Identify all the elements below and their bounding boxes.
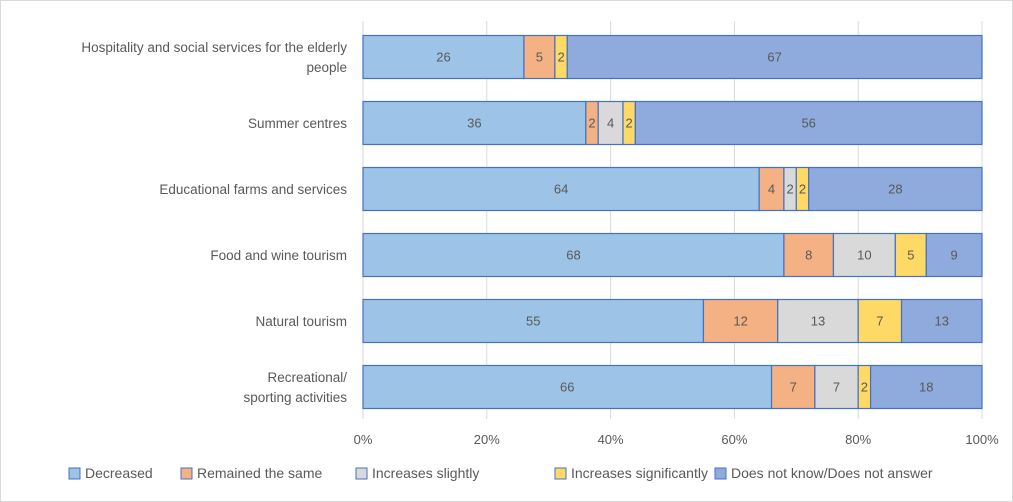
legend-item: Increases significantly xyxy=(554,465,708,481)
legend-label: Remained the same xyxy=(197,465,323,481)
bar-segment xyxy=(777,298,859,344)
category-label: Hospitality and social services for the … xyxy=(81,40,347,55)
x-axis-ticks: 0% 20% 40% 60% 80% 100% xyxy=(354,432,999,447)
bar-segment xyxy=(566,34,983,80)
data-label: 36 xyxy=(467,116,481,131)
data-label: 10 xyxy=(857,248,871,263)
legend-label: Does not know/Does not answer xyxy=(731,465,933,481)
data-label: 56 xyxy=(801,116,815,131)
legend-swatch xyxy=(714,467,727,480)
data-label: 64 xyxy=(554,182,568,197)
data-label: 7 xyxy=(833,380,840,395)
category-label: Food and wine tourism xyxy=(210,248,347,263)
legend-label: Increases slightly xyxy=(372,465,479,481)
bar-segment xyxy=(925,232,983,278)
data-label: 26 xyxy=(436,50,450,65)
legend-item: Increases slightly xyxy=(355,465,479,481)
bar-segment xyxy=(362,232,785,278)
gridlines xyxy=(362,21,983,419)
bar-segment xyxy=(702,298,779,344)
legend-item: Does not know/Does not answer xyxy=(714,465,933,481)
x-tick-label: 20% xyxy=(474,432,500,447)
bar-segment xyxy=(770,364,816,410)
bar-segment xyxy=(362,364,773,410)
data-label: 9 xyxy=(951,248,958,263)
x-tick-label: 100% xyxy=(965,432,999,447)
x-tick-label: 40% xyxy=(598,432,624,447)
data-label: 66 xyxy=(560,380,574,395)
data-label: 12 xyxy=(733,314,747,329)
data-label: 2 xyxy=(626,116,633,131)
bar-segment xyxy=(894,232,927,278)
data-label: 68 xyxy=(566,248,580,263)
category-label: Summer centres xyxy=(248,116,347,131)
data-label: 5 xyxy=(536,50,543,65)
bar-segment xyxy=(832,232,896,278)
data-label: 28 xyxy=(888,182,902,197)
bar-segment xyxy=(597,100,624,146)
legend-label: Increases significantly xyxy=(571,465,708,481)
category-labels: Hospitality and social services for the … xyxy=(81,40,347,405)
legend-item: Decreased xyxy=(68,465,153,481)
data-label: 8 xyxy=(805,248,812,263)
data-label: 2 xyxy=(861,380,868,395)
data-label: 4 xyxy=(607,116,614,131)
data-label: 2 xyxy=(799,182,806,197)
bar-segment xyxy=(362,34,525,80)
bar-segment xyxy=(869,364,983,410)
category-label: Recreational/ xyxy=(267,370,347,385)
category-label: sporting activities xyxy=(243,390,347,405)
legend-swatch xyxy=(68,467,81,480)
bar-segment xyxy=(362,298,705,344)
x-tick-label: 80% xyxy=(845,432,871,447)
bar-segment xyxy=(900,298,983,344)
data-label: 55 xyxy=(526,314,540,329)
legend: Decreased Remained the same Increases slig… xyxy=(68,465,933,481)
data-label: 13 xyxy=(811,314,825,329)
data-label: 7 xyxy=(790,380,797,395)
bar-segment xyxy=(362,100,587,146)
data-label: 4 xyxy=(768,182,775,197)
legend-swatch xyxy=(355,467,368,480)
bar-segment xyxy=(634,100,983,146)
data-label: 2 xyxy=(588,116,595,131)
data-label: 18 xyxy=(919,380,933,395)
x-tick-label: 0% xyxy=(354,432,373,447)
category-label: Educational farms and services xyxy=(159,182,347,197)
legend-swatch xyxy=(554,467,567,480)
category-label: people xyxy=(306,60,347,75)
data-label: 2 xyxy=(786,182,793,197)
bar-segment xyxy=(814,364,859,410)
data-label: 67 xyxy=(767,50,781,65)
category-label: Natural tourism xyxy=(255,314,347,329)
legend-swatch xyxy=(180,467,193,480)
bar-segment xyxy=(808,166,983,212)
data-label: 2 xyxy=(557,50,564,65)
data-label: 13 xyxy=(935,314,949,329)
bar-segment xyxy=(758,166,785,212)
legend-label: Decreased xyxy=(85,465,153,481)
bar-segment xyxy=(783,232,835,278)
bar-segment xyxy=(362,166,760,212)
x-tick-label: 60% xyxy=(721,432,747,447)
legend-item: Remained the same xyxy=(180,465,323,481)
data-label: 7 xyxy=(876,314,883,329)
data-label: 5 xyxy=(907,248,914,263)
